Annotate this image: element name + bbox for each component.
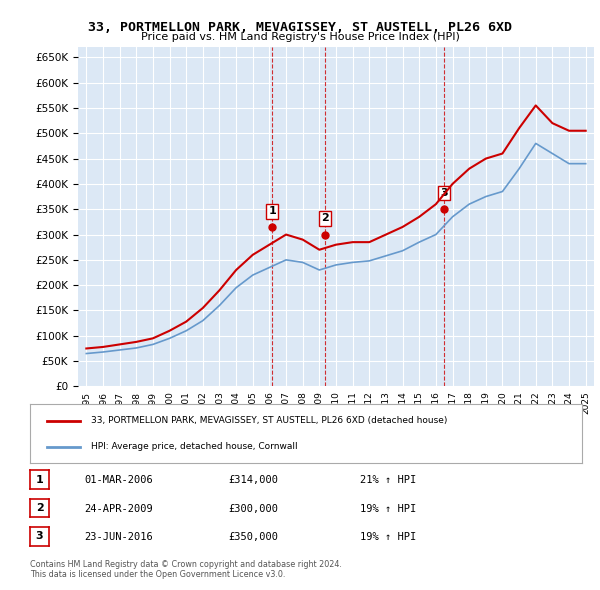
Text: 2: 2: [321, 214, 329, 224]
Text: Contains HM Land Registry data © Crown copyright and database right 2024.
This d: Contains HM Land Registry data © Crown c…: [30, 560, 342, 579]
Text: 3: 3: [36, 532, 43, 541]
Text: 3: 3: [440, 188, 448, 198]
Text: 24-APR-2009: 24-APR-2009: [84, 504, 153, 513]
Text: 1: 1: [268, 206, 276, 217]
Text: 23-JUN-2016: 23-JUN-2016: [84, 532, 153, 542]
Text: 19% ↑ HPI: 19% ↑ HPI: [360, 504, 416, 513]
Text: 33, PORTMELLON PARK, MEVAGISSEY, ST AUSTELL, PL26 6XD: 33, PORTMELLON PARK, MEVAGISSEY, ST AUST…: [88, 21, 512, 34]
Text: £350,000: £350,000: [228, 532, 278, 542]
Text: HPI: Average price, detached house, Cornwall: HPI: Average price, detached house, Corn…: [91, 442, 298, 451]
Text: 19% ↑ HPI: 19% ↑ HPI: [360, 532, 416, 542]
Text: 1: 1: [36, 475, 43, 484]
Text: 33, PORTMELLON PARK, MEVAGISSEY, ST AUSTELL, PL26 6XD (detached house): 33, PORTMELLON PARK, MEVAGISSEY, ST AUST…: [91, 416, 447, 425]
Text: Price paid vs. HM Land Registry's House Price Index (HPI): Price paid vs. HM Land Registry's House …: [140, 32, 460, 42]
Text: £314,000: £314,000: [228, 476, 278, 485]
Text: 21% ↑ HPI: 21% ↑ HPI: [360, 476, 416, 485]
Text: £300,000: £300,000: [228, 504, 278, 513]
Text: 2: 2: [36, 503, 43, 513]
Text: 01-MAR-2006: 01-MAR-2006: [84, 476, 153, 485]
